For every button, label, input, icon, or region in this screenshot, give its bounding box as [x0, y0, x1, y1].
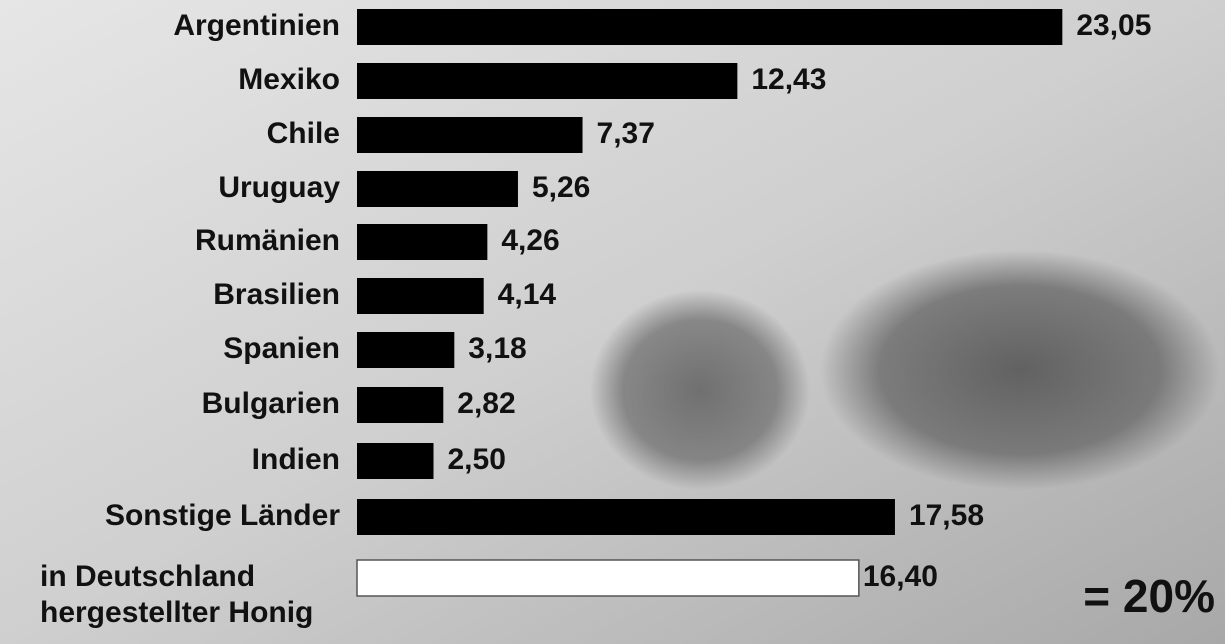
value-label: 2,50 — [448, 443, 506, 476]
bee-head — [590, 290, 810, 490]
bar — [357, 171, 518, 207]
category-label: Indien — [252, 443, 340, 476]
value-label: 4,14 — [498, 278, 557, 311]
value-label: 3,18 — [468, 332, 526, 365]
value-label: 23,05 — [1076, 9, 1151, 42]
value-label: 2,82 — [457, 387, 515, 420]
bar — [356, 559, 860, 597]
category-label: Rumänien — [195, 224, 340, 257]
category-label: Uruguay — [218, 171, 340, 204]
bar — [357, 63, 738, 99]
value-label: 4,26 — [501, 224, 559, 257]
category-label: Sonstige Länder — [105, 499, 340, 532]
category-label: Mexiko — [238, 63, 340, 96]
annotation: = 20% — [1083, 570, 1215, 622]
category-label: Brasilien — [213, 278, 340, 311]
bar — [357, 224, 488, 260]
bar — [357, 387, 444, 423]
bar — [357, 9, 1063, 45]
bar — [357, 278, 484, 314]
value-label: 7,37 — [597, 117, 655, 150]
category-label: Bulgarien — [202, 387, 340, 420]
category-label: in Deutschland hergestellter Honig — [40, 560, 313, 629]
value-label: 5,26 — [532, 171, 590, 204]
value-label: 16,40 — [863, 560, 938, 593]
bar — [357, 499, 895, 535]
bar — [357, 332, 455, 368]
value-label: 12,43 — [751, 63, 826, 96]
category-label: Spanien — [223, 332, 340, 365]
category-label: Argentinien — [173, 9, 340, 42]
bar — [357, 117, 583, 153]
category-label: Chile — [267, 117, 340, 150]
bee-body — [820, 250, 1220, 490]
bar — [357, 443, 434, 479]
value-label: 17,58 — [909, 499, 984, 532]
